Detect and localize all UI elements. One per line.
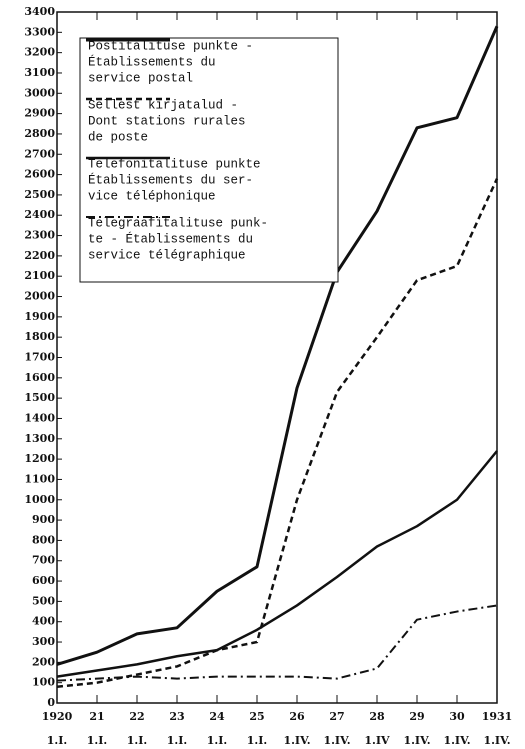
y-tick-label: 2200 xyxy=(24,249,55,262)
x-tick-label: 27 xyxy=(329,710,344,723)
x-tick-label: 1920 xyxy=(42,710,73,723)
series-line xyxy=(56,178,499,688)
y-tick-label: 2300 xyxy=(24,229,55,242)
y-tick-label: 2600 xyxy=(24,168,55,181)
x-sublabel: 1.IV. xyxy=(443,734,470,747)
x-sublabel: 1.IV. xyxy=(403,734,430,747)
y-tick-label: 1000 xyxy=(24,493,55,506)
legend-label: de poste xyxy=(88,130,148,144)
x-sublabel: 1.IV. xyxy=(483,734,510,747)
y-tick-label: 1200 xyxy=(24,452,55,465)
y-tick-label: 2400 xyxy=(24,208,55,221)
y-tick-label: 300 xyxy=(32,635,55,648)
x-tick-label: 21 xyxy=(89,710,104,723)
y-tick-label: 100 xyxy=(32,676,55,689)
y-tick-label: 2500 xyxy=(24,188,55,201)
x-tick-label: 29 xyxy=(409,710,424,723)
y-tick-label: 0 xyxy=(47,696,55,709)
x-tick-label: 25 xyxy=(249,710,264,723)
y-tick-label: 3100 xyxy=(24,66,55,79)
legend-label: Établissements du xyxy=(88,54,216,69)
y-tick-label: 2000 xyxy=(24,290,55,303)
legend-label: Établissements du ser- xyxy=(88,172,253,187)
x-tick-label: 30 xyxy=(449,710,465,723)
x-sublabel: 1.IV. xyxy=(283,734,310,747)
legend-label: Sellest kirjatalud - xyxy=(88,98,238,112)
legend-box xyxy=(79,37,339,283)
y-tick-label: 900 xyxy=(32,513,55,526)
y-tick-label: 200 xyxy=(32,655,55,668)
y-tick-label: 3300 xyxy=(24,25,55,38)
y-tick-label: 3200 xyxy=(24,46,55,59)
y-tick-label: 2100 xyxy=(24,269,55,282)
x-sublabel: 1.I. xyxy=(87,734,107,747)
x-tick-label: 22 xyxy=(129,710,144,723)
y-tick-label: 1500 xyxy=(24,391,55,404)
legend-label: Telefonitalituse punkte xyxy=(88,157,261,171)
x-sublabel: 1.I. xyxy=(47,734,67,747)
y-tick-label: 3000 xyxy=(24,86,55,99)
y-tick-label: 700 xyxy=(32,554,55,567)
y-tick-label: 1900 xyxy=(24,310,55,323)
series-line xyxy=(56,25,499,666)
x-tick-label: 23 xyxy=(169,710,184,723)
series-line xyxy=(56,450,498,678)
x-tick-label: 24 xyxy=(209,710,225,723)
y-tick-label: 3400 xyxy=(24,5,55,18)
y-tick-label: 600 xyxy=(32,574,55,587)
y-tick-label: 400 xyxy=(32,615,55,628)
x-sublabel: 1.I. xyxy=(167,734,187,747)
legend-label: Telegraafitalituse punk- xyxy=(88,216,268,230)
legend-label: service postal xyxy=(88,71,193,85)
legend-label: Postitalituse punkte - xyxy=(88,39,253,53)
y-tick-label: 1700 xyxy=(24,351,55,364)
y-tick-label: 1400 xyxy=(24,411,55,424)
y-tick-label: 1100 xyxy=(24,472,55,485)
y-tick-label: 2700 xyxy=(24,147,55,160)
x-sublabel: 1.IV xyxy=(364,734,390,747)
x-sublabel: 1.I. xyxy=(247,734,267,747)
x-sublabel: 1.IV. xyxy=(323,734,350,747)
y-tick-label: 500 xyxy=(32,594,55,607)
legend-label: service télégraphique xyxy=(88,248,246,262)
y-tick-label: 2900 xyxy=(24,107,55,120)
legend-label: te - Établissements du xyxy=(88,231,253,246)
legend-label: Dont stations rurales xyxy=(88,114,246,128)
y-tick-label: 1800 xyxy=(24,330,55,343)
y-tick-label: 2800 xyxy=(24,127,55,140)
y-tick-label: 1600 xyxy=(24,371,55,384)
legend-label: vice téléphonique xyxy=(88,189,216,203)
y-tick-label: 800 xyxy=(32,533,55,546)
x-sublabel: 1.I. xyxy=(207,734,227,747)
x-tick-label: 26 xyxy=(289,710,305,723)
x-sublabel: 1.I. xyxy=(127,734,147,747)
y-tick-label: 1300 xyxy=(24,432,55,445)
x-tick-label: 28 xyxy=(369,710,385,723)
x-tick-label: 1931 xyxy=(482,710,513,723)
